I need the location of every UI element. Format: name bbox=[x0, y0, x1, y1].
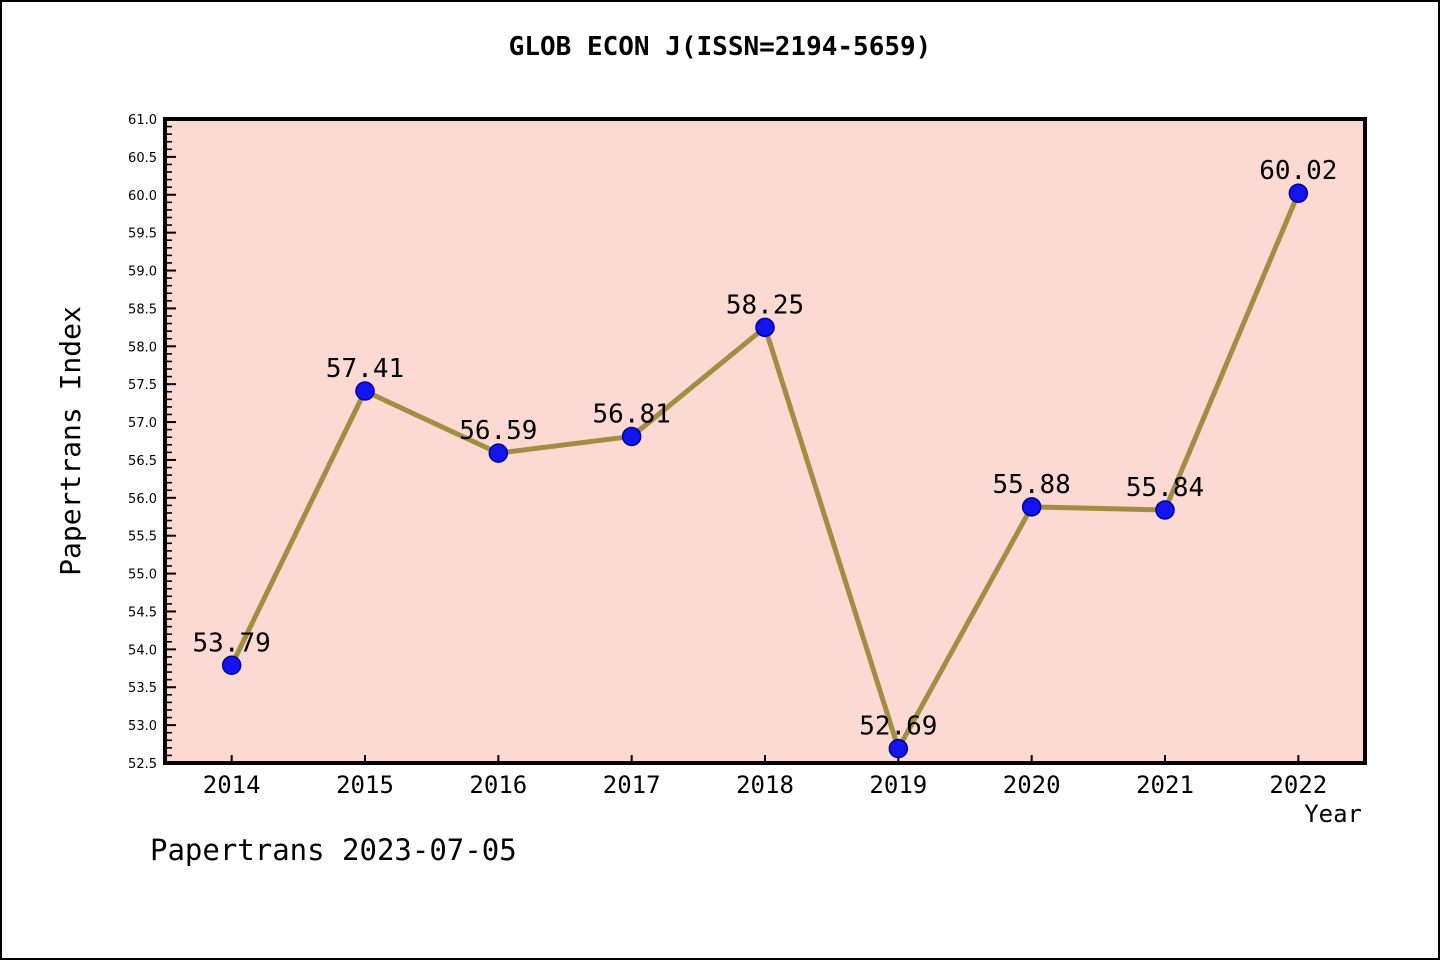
y-axis-tick-label: 55.0 bbox=[128, 568, 157, 583]
x-axis-tick-label: 2018 bbox=[736, 771, 794, 799]
y-axis-tick-label: 58.0 bbox=[128, 340, 157, 355]
y-axis-tick-label: 57.5 bbox=[128, 378, 157, 393]
x-axis-tick-label: 2015 bbox=[336, 771, 394, 799]
data-point-marker bbox=[621, 426, 642, 447]
data-point-label: 57.41 bbox=[326, 354, 404, 384]
y-axis-title: Papertrans Index bbox=[54, 306, 87, 576]
y-axis-tick-label: 60.5 bbox=[128, 151, 157, 166]
x-axis-tick-label: 2020 bbox=[1003, 771, 1061, 799]
data-point-marker bbox=[488, 443, 509, 463]
y-axis-tick-label: 54.5 bbox=[128, 605, 157, 620]
y-axis-tick-label: 59.0 bbox=[128, 265, 157, 280]
data-point-label: 58.25 bbox=[726, 290, 804, 320]
y-axis-tick-label: 52.5 bbox=[128, 757, 157, 772]
x-axis-tick-label: 2019 bbox=[869, 771, 927, 799]
y-axis-tick-label: 61.0 bbox=[128, 113, 157, 128]
data-point-label: 55.88 bbox=[993, 470, 1071, 500]
data-point-label: 52.69 bbox=[859, 712, 937, 742]
chart-title: GLOB ECON J(ISSN=2194-5659) bbox=[508, 32, 932, 62]
y-axis-tick-label: 56.0 bbox=[128, 492, 157, 507]
y-axis-tick-label: 54.0 bbox=[128, 643, 157, 658]
y-axis-tick-label: 56.5 bbox=[128, 454, 157, 469]
data-point-marker bbox=[1288, 183, 1309, 203]
data-point-label: 60.02 bbox=[1259, 156, 1337, 186]
data-point-label: 53.79 bbox=[193, 628, 271, 658]
y-axis-tick-label: 55.5 bbox=[128, 530, 157, 545]
x-axis-tick-label: 2021 bbox=[1136, 771, 1194, 799]
footer-watermark: Papertrans 2023-07-05 bbox=[150, 833, 517, 867]
x-axis-tick-label: 2017 bbox=[603, 771, 661, 799]
x-axis-tick-label: 2016 bbox=[469, 771, 527, 799]
data-point-marker bbox=[1155, 500, 1175, 520]
x-axis-title: Year bbox=[1304, 800, 1362, 828]
plot-area bbox=[165, 119, 1365, 763]
data-point-marker bbox=[221, 655, 242, 676]
data-point-label: 56.59 bbox=[459, 416, 537, 446]
y-axis-tick-label: 58.5 bbox=[128, 302, 157, 317]
y-axis-tick-label: 53.0 bbox=[128, 719, 157, 734]
y-axis-tick-label: 60.0 bbox=[128, 189, 157, 204]
data-point-marker bbox=[1021, 497, 1042, 517]
y-axis-tick-label: 57.0 bbox=[128, 416, 157, 431]
x-axis-tick-label: 2022 bbox=[1269, 771, 1327, 799]
y-axis-tick-label: 53.5 bbox=[128, 681, 157, 696]
data-point-label: 55.84 bbox=[1126, 473, 1204, 503]
data-point-marker bbox=[888, 738, 909, 759]
data-point-marker bbox=[755, 317, 775, 338]
y-axis-tick-label: 59.5 bbox=[128, 227, 157, 242]
plot-border bbox=[163, 117, 1367, 765]
data-point-marker bbox=[355, 381, 375, 401]
data-point-label: 56.81 bbox=[593, 399, 671, 429]
x-axis-tick-label: 2014 bbox=[203, 771, 261, 799]
